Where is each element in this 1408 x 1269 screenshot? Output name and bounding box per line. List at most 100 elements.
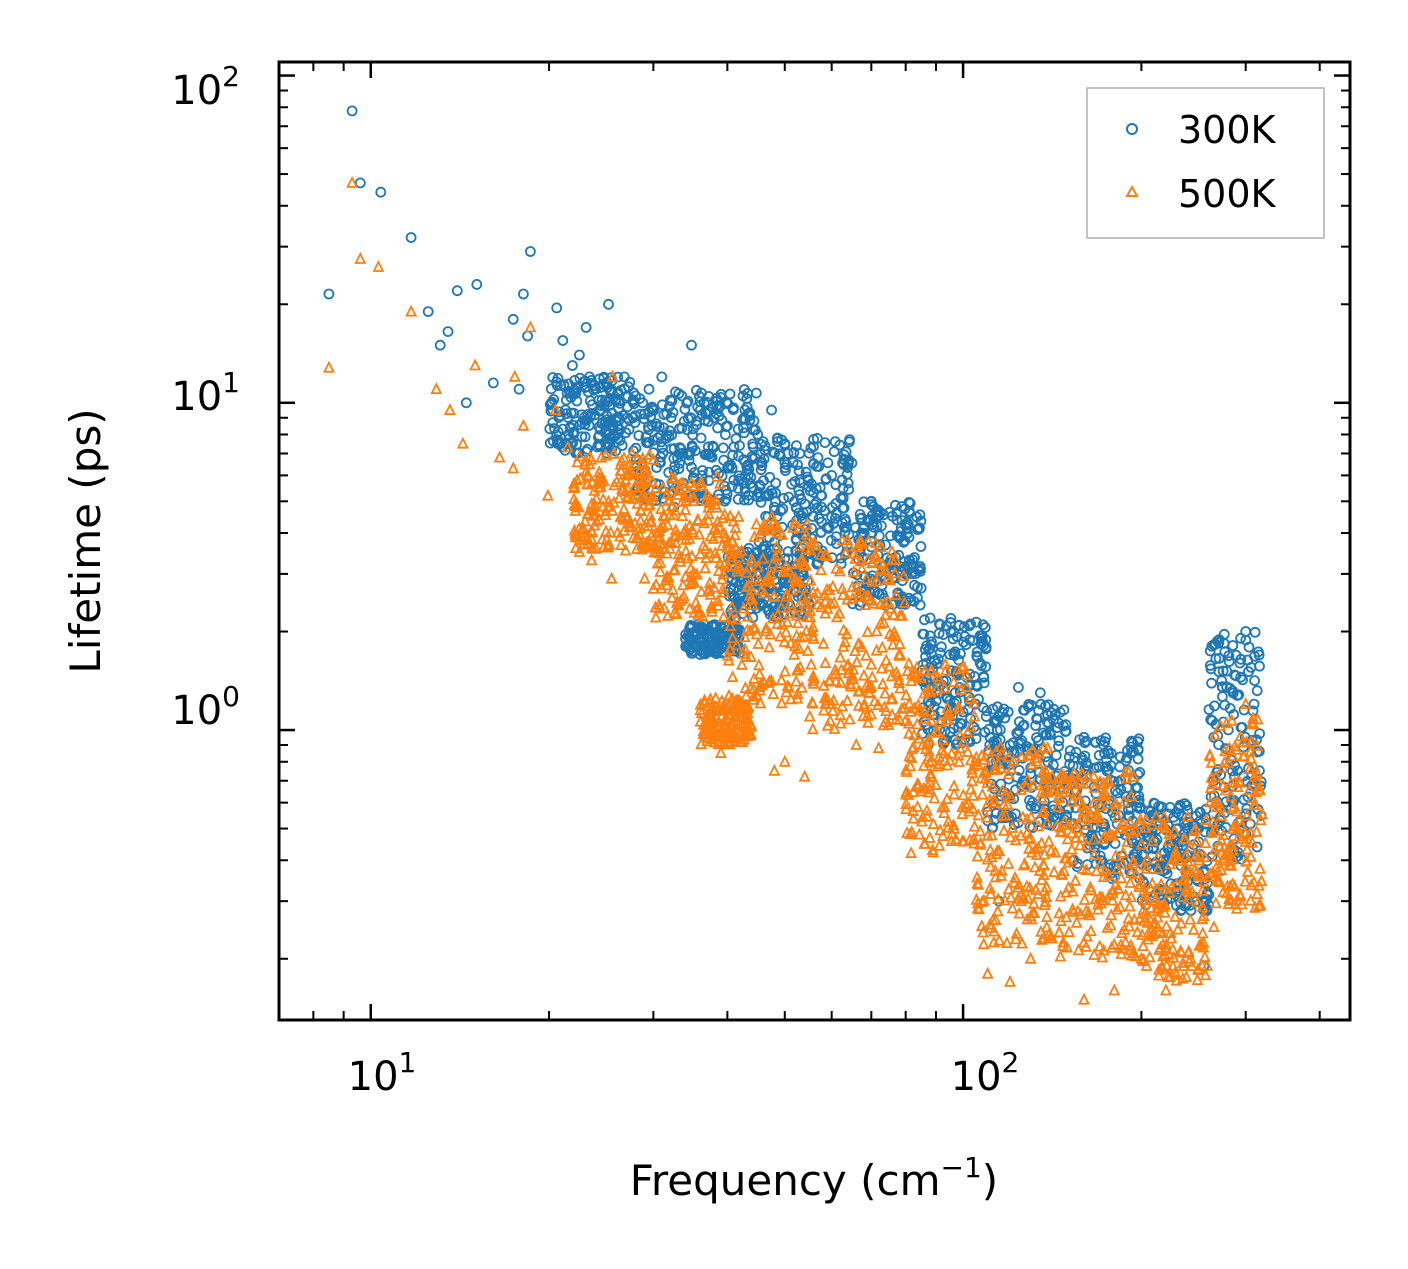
data-point-300k [791, 502, 802, 513]
data-point-300k [645, 410, 657, 422]
data-point-500k [767, 687, 780, 699]
data-point-500k [893, 637, 906, 649]
data-point-300k [706, 646, 717, 657]
data-point-500k [549, 403, 562, 416]
data-point-300k [1043, 807, 1054, 819]
data-point-500k [730, 612, 743, 625]
data-point-500k [793, 539, 806, 552]
data-point-500k [1042, 834, 1055, 847]
data-point-500k [677, 589, 690, 602]
data-point-500k [1160, 919, 1173, 932]
data-point-500k [765, 673, 778, 686]
data-point-500k [701, 734, 714, 747]
data-point-500k [568, 479, 581, 492]
data-point-300k [1231, 690, 1243, 701]
data-point-300k [601, 410, 613, 421]
data-point-500k [785, 583, 798, 596]
data-point-500k [987, 924, 1000, 937]
data-point-500k [790, 556, 803, 569]
data-point-500k [924, 664, 937, 677]
data-point-500k [756, 678, 769, 691]
data-point-500k [672, 487, 684, 500]
data-point-500k [1035, 932, 1048, 945]
data-point-500k [1087, 832, 1100, 845]
data-point-500k [991, 904, 1004, 917]
data-point-300k [405, 232, 417, 243]
data-point-500k [619, 472, 632, 485]
data-point-500k [907, 740, 920, 753]
data-point-500k [1153, 942, 1166, 955]
data-point-500k [893, 608, 906, 621]
data-point-500k [902, 726, 915, 739]
data-point-500k [722, 653, 735, 666]
data-point-500k [1181, 809, 1194, 822]
data-point-500k [679, 544, 692, 557]
data-point-300k [733, 475, 744, 487]
data-point-500k [851, 579, 864, 592]
data-point-500k [931, 725, 944, 738]
data-point-500k [852, 698, 865, 711]
data-point-500k [1158, 905, 1171, 918]
data-point-500k [657, 508, 670, 521]
data-point-500k [1145, 929, 1158, 942]
data-point-500k [704, 529, 717, 542]
data-point-500k [819, 606, 832, 619]
data-point-300k [803, 447, 815, 459]
data-point-300k [681, 424, 693, 436]
data-point-500k [805, 657, 818, 670]
legend-box [1086, 87, 1325, 239]
data-point-300k [1133, 797, 1145, 809]
data-point-500k [977, 925, 990, 938]
data-point-300k [748, 415, 760, 427]
data-point-300k [901, 517, 913, 528]
data-point-300k [803, 481, 815, 493]
data-point-500k [1098, 864, 1111, 877]
data-point-500k [935, 743, 948, 756]
data-point-500k [741, 706, 754, 718]
data-point-500k [668, 529, 681, 542]
data-point-300k [1248, 698, 1260, 710]
data-point-500k [782, 562, 795, 575]
data-point-300k [660, 432, 672, 444]
data-point-300k [354, 177, 366, 189]
data-point-500k [614, 509, 627, 522]
data-point-500k [886, 691, 899, 704]
data-point-300k [757, 436, 769, 448]
data-point-500k [893, 712, 906, 725]
data-point-300k [1235, 653, 1247, 665]
data-point-500k [1091, 806, 1104, 819]
data-point-500k [1033, 863, 1046, 876]
data-point-500k [1248, 759, 1261, 771]
data-point-500k [1251, 887, 1264, 900]
data-point-500k [1067, 772, 1079, 785]
data-point-300k [547, 372, 559, 383]
data-point-500k [1221, 879, 1234, 892]
data-point-300k [954, 717, 966, 729]
data-point-500k [1046, 769, 1059, 782]
data-point-500k [1009, 932, 1022, 945]
legend-marker-300k [1126, 123, 1138, 135]
data-point-500k [649, 610, 662, 623]
data-point-500k [1219, 744, 1231, 757]
data-point-500k [581, 536, 594, 549]
data-point-500k [834, 675, 847, 688]
data-point-500k [1028, 860, 1041, 873]
data-point-500k [798, 557, 811, 570]
data-point-500k [963, 804, 976, 817]
data-point-300k [713, 410, 725, 422]
data-point-500k [1125, 789, 1138, 802]
data-point-500k [769, 550, 782, 563]
data-point-300k [945, 613, 957, 624]
data-point-500k [1088, 780, 1101, 793]
data-point-500k [651, 544, 663, 557]
data-point-300k [545, 383, 557, 395]
data-point-500k [1156, 818, 1169, 831]
data-point-300k [1127, 737, 1139, 749]
data-point-300k [1019, 704, 1030, 716]
data-point-300k [594, 404, 606, 416]
data-point-300k [634, 408, 646, 420]
data-point-500k [597, 473, 610, 486]
data-point-500k [1119, 765, 1132, 778]
data-point-500k [702, 513, 715, 526]
data-point-500k [957, 788, 970, 801]
